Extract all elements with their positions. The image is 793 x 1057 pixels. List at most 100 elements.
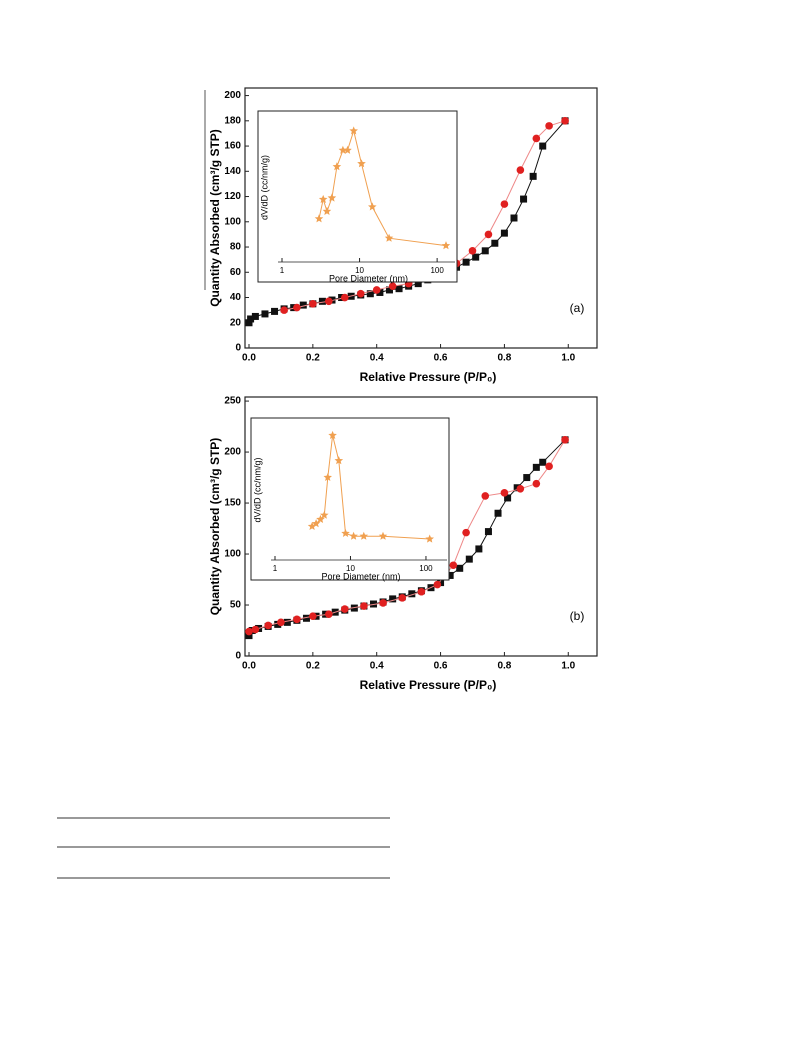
x-axis-label: Relative Pressure (P/P₀) <box>360 678 497 692</box>
y-tick-label: 180 <box>224 115 241 126</box>
y-tick-label: 40 <box>230 292 242 303</box>
x-tick-label: 1.0 <box>561 661 575 672</box>
marker <box>323 472 332 481</box>
marker <box>456 564 464 572</box>
marker <box>245 319 253 327</box>
x-axis-label: Relative Pressure (P/P₀) <box>360 370 497 384</box>
plot-frame <box>244 87 598 349</box>
marker <box>316 514 325 523</box>
marker <box>309 300 317 308</box>
marker <box>357 159 366 168</box>
marker <box>349 126 358 135</box>
x-tick-label: 0.2 <box>306 353 320 364</box>
x-tick-label: 1 <box>273 564 278 573</box>
marker <box>532 479 541 488</box>
marker <box>245 632 253 640</box>
marker <box>338 145 348 154</box>
marker <box>516 166 525 174</box>
marker <box>372 286 381 294</box>
y-tick-label: 200 <box>224 447 241 458</box>
marker <box>472 253 480 261</box>
marker <box>398 594 407 602</box>
marker <box>433 580 442 589</box>
marker <box>261 310 269 318</box>
x-tick-label: 10 <box>355 266 364 275</box>
marker <box>378 531 388 540</box>
marker <box>251 625 260 634</box>
marker <box>328 430 337 439</box>
marker <box>500 200 509 208</box>
y-tick-label: 160 <box>224 141 241 152</box>
marker <box>293 615 301 624</box>
marker <box>385 286 393 294</box>
marker <box>311 519 321 528</box>
marker <box>318 194 328 204</box>
marker <box>449 561 458 570</box>
marker <box>462 528 470 537</box>
marker <box>441 241 451 250</box>
marker <box>302 614 310 622</box>
marker <box>561 436 569 444</box>
marker <box>356 289 365 298</box>
marker <box>322 206 332 215</box>
marker <box>307 521 317 530</box>
y-tick-label: 50 <box>230 600 242 611</box>
marker <box>408 590 416 598</box>
marker <box>325 297 333 306</box>
marker <box>484 528 492 536</box>
marker <box>366 290 374 298</box>
y-tick-label: 100 <box>224 549 241 560</box>
marker <box>251 312 259 320</box>
marker <box>529 172 537 180</box>
marker <box>264 621 272 630</box>
marker <box>340 605 349 613</box>
marker <box>280 306 288 314</box>
marker <box>539 142 547 150</box>
marker <box>376 288 384 296</box>
x-tick-label: 100 <box>419 564 433 573</box>
marker <box>520 195 528 203</box>
panel-label: (a) <box>570 301 585 315</box>
y-axis-label: Quantity Absorbed (cm³/g STP) <box>208 438 222 616</box>
marker <box>379 599 387 607</box>
x-tick-label: 10 <box>346 564 355 573</box>
marker <box>395 285 403 293</box>
x-tick-label: 0.6 <box>434 353 448 364</box>
marker <box>388 282 397 290</box>
marker <box>523 474 531 482</box>
marker <box>539 458 547 466</box>
y-tick-label: 0 <box>235 343 241 354</box>
x-tick-label: 1.0 <box>561 353 575 364</box>
marker <box>510 214 518 222</box>
marker <box>500 489 509 497</box>
marker <box>350 604 358 612</box>
marker <box>462 258 470 266</box>
marker <box>340 293 349 302</box>
marker <box>545 462 553 471</box>
marker <box>247 315 255 323</box>
marker <box>327 193 337 202</box>
panel-label: (b) <box>570 609 585 623</box>
marker <box>314 214 324 223</box>
y-axis-label: dV/dD (cc/nm/g) <box>252 457 262 522</box>
x-axis-label: Pore Diameter (nm) <box>321 571 400 581</box>
inset-frame <box>257 110 458 283</box>
marker <box>465 555 473 563</box>
marker <box>446 571 454 579</box>
marker <box>545 122 553 130</box>
x-tick-label: 0.8 <box>497 661 511 672</box>
marker <box>368 202 377 211</box>
y-tick-label: 20 <box>230 317 242 328</box>
marker <box>325 610 333 618</box>
marker <box>349 531 358 540</box>
x-tick-label: 0.2 <box>306 661 320 672</box>
marker <box>532 463 540 471</box>
x-axis-label: Pore Diameter (nm) <box>329 273 408 283</box>
marker <box>491 239 499 247</box>
x-tick-label: 0.4 <box>370 661 384 672</box>
x-tick-label: 0.0 <box>242 661 256 672</box>
marker <box>293 303 301 312</box>
y-tick-label: 100 <box>224 216 241 227</box>
marker <box>277 618 285 627</box>
